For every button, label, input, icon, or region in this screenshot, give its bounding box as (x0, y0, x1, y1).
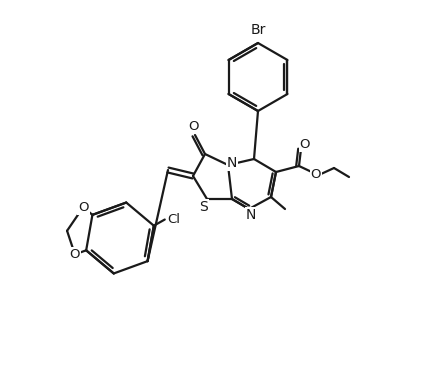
Text: O: O (78, 201, 88, 214)
Text: Br: Br (250, 23, 265, 37)
Text: N: N (245, 208, 256, 222)
Text: O: O (69, 248, 80, 261)
Text: Cl: Cl (167, 213, 180, 226)
Text: O: O (188, 119, 199, 132)
Text: O: O (299, 138, 310, 151)
Text: S: S (199, 200, 208, 214)
Text: O: O (310, 167, 320, 180)
Text: N: N (226, 156, 236, 170)
